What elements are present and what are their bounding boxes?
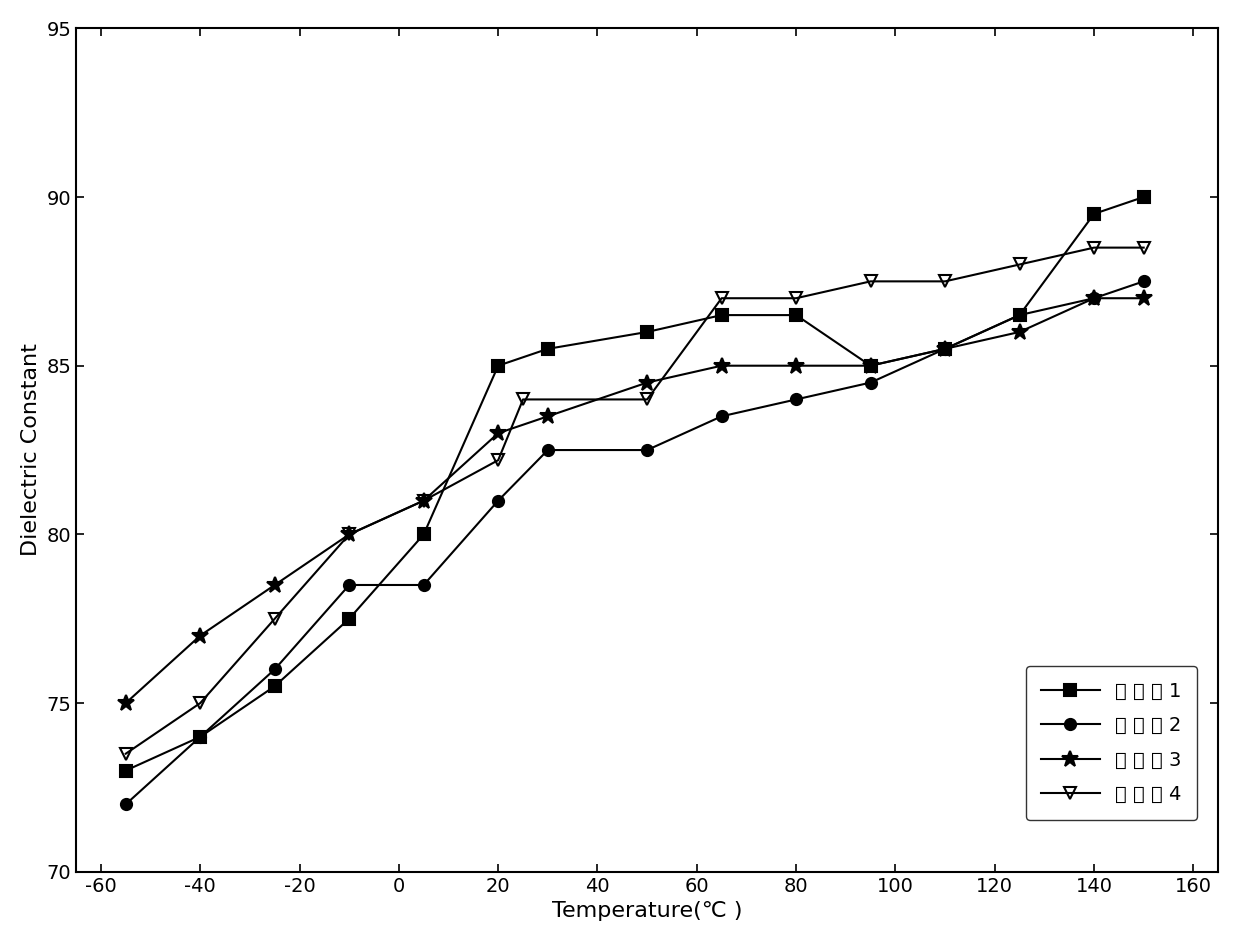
实 施 例 3 (864, 360, 878, 371)
实 施 例 2 (1087, 293, 1101, 304)
实 施 例 2 (789, 394, 804, 405)
实 施 例 1 (342, 613, 357, 625)
实 施 例 1 (416, 528, 431, 540)
实 施 例 1 (540, 343, 555, 354)
实 施 例 4 (193, 697, 208, 708)
实 施 例 3 (714, 360, 729, 371)
实 施 例 3 (416, 495, 431, 506)
实 施 例 4 (639, 394, 654, 405)
实 施 例 3 (938, 343, 953, 354)
实 施 例 1 (864, 360, 878, 371)
Legend: 实 施 例 1, 实 施 例 2, 实 施 例 3, 实 施 例 4: 实 施 例 1, 实 施 例 2, 实 施 例 3, 实 施 例 4 (1026, 666, 1197, 820)
实 施 例 3 (789, 360, 804, 371)
实 施 例 1 (938, 343, 953, 354)
Line: 实 施 例 1: 实 施 例 1 (120, 191, 1150, 776)
实 施 例 2 (342, 579, 357, 591)
Line: 实 施 例 4: 实 施 例 4 (119, 241, 1150, 760)
实 施 例 2 (491, 495, 506, 506)
实 施 例 3 (193, 630, 208, 642)
实 施 例 2 (416, 579, 431, 591)
实 施 例 3 (268, 579, 282, 591)
实 施 例 1 (1136, 191, 1151, 203)
实 施 例 4 (268, 613, 282, 625)
实 施 例 4 (1136, 242, 1151, 253)
实 施 例 4 (416, 495, 431, 506)
实 施 例 3 (119, 697, 134, 708)
实 施 例 1 (491, 360, 506, 371)
Y-axis label: Dielectric Constant: Dielectric Constant (21, 344, 41, 557)
实 施 例 2 (639, 445, 654, 456)
实 施 例 1 (193, 731, 208, 742)
Line: 实 施 例 2: 实 施 例 2 (120, 276, 1150, 810)
实 施 例 2 (268, 664, 282, 675)
实 施 例 2 (938, 343, 953, 354)
实 施 例 4 (1012, 259, 1027, 270)
实 施 例 4 (938, 276, 953, 287)
实 施 例 1 (268, 680, 282, 691)
实 施 例 3 (1012, 326, 1027, 337)
实 施 例 4 (515, 394, 530, 405)
实 施 例 1 (1087, 208, 1101, 219)
实 施 例 2 (714, 411, 729, 422)
实 施 例 3 (491, 428, 506, 439)
实 施 例 4 (714, 293, 729, 304)
实 施 例 3 (1136, 293, 1151, 304)
实 施 例 1 (789, 309, 804, 320)
实 施 例 4 (491, 454, 506, 465)
实 施 例 3 (1087, 293, 1101, 304)
实 施 例 2 (864, 377, 878, 388)
实 施 例 2 (1136, 276, 1151, 287)
实 施 例 3 (342, 528, 357, 540)
实 施 例 2 (193, 731, 208, 742)
实 施 例 2 (1012, 309, 1027, 320)
实 施 例 1 (1012, 309, 1027, 320)
实 施 例 4 (119, 748, 134, 759)
实 施 例 3 (639, 377, 654, 388)
实 施 例 2 (540, 445, 555, 456)
实 施 例 1 (714, 309, 729, 320)
实 施 例 3 (540, 411, 555, 422)
实 施 例 1 (639, 326, 654, 337)
实 施 例 1 (119, 765, 134, 776)
实 施 例 4 (789, 293, 804, 304)
实 施 例 4 (864, 276, 878, 287)
实 施 例 4 (342, 528, 357, 540)
实 施 例 2 (119, 799, 134, 810)
Line: 实 施 例 3: 实 施 例 3 (118, 290, 1152, 711)
X-axis label: Temperature(℃ ): Temperature(℃ ) (551, 901, 742, 921)
实 施 例 4 (1087, 242, 1101, 253)
